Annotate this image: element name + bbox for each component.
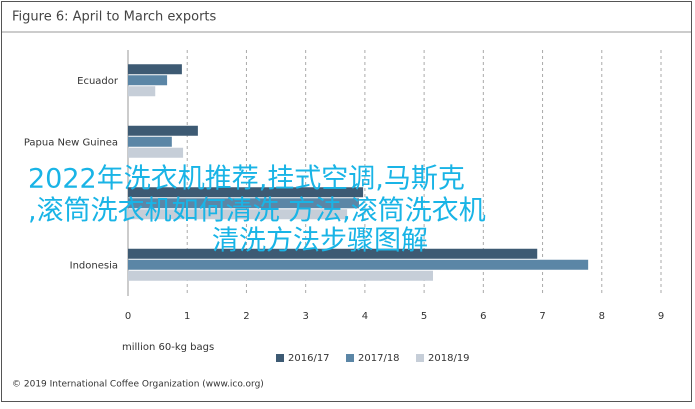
overlay-text: 2022年洗衣机推荐,挂式空调,马斯克	[28, 164, 465, 195]
x-tick-label: 5	[421, 311, 427, 322]
bar	[128, 125, 198, 136]
bar	[128, 147, 184, 158]
x-tick-label: 3	[302, 311, 308, 322]
overlay-text: 清洗方法步骤图解	[212, 226, 428, 257]
bar	[128, 259, 589, 270]
bar	[128, 270, 433, 281]
y-tick-label: Papua New Guinea	[24, 137, 118, 148]
x-tick-label: 0	[125, 311, 131, 322]
bar	[128, 187, 364, 198]
legend-swatch	[416, 354, 424, 362]
bar	[128, 198, 359, 209]
x-tick-label: 2	[243, 311, 249, 322]
bar	[128, 64, 182, 75]
x-tick-label: 1	[184, 311, 190, 322]
legend-label: 2016/17	[288, 353, 330, 364]
chart-title: Figure 6: April to March exports	[12, 10, 217, 25]
y-tick-label: Indonesia	[70, 260, 118, 271]
bar	[128, 136, 172, 147]
legend-swatch	[346, 354, 354, 362]
x-axis-label: million 60-kg bags	[122, 342, 214, 353]
y-tick-label: Ecuador	[77, 76, 119, 87]
bar	[128, 86, 156, 97]
x-tick-label: 4	[362, 311, 368, 322]
x-tick-label: 7	[539, 311, 545, 322]
x-tick-label: 9	[658, 311, 664, 322]
legend-label: 2017/18	[358, 353, 400, 364]
bar	[128, 209, 348, 220]
legend-swatch	[276, 354, 284, 362]
x-tick-label: 6	[480, 311, 486, 322]
source-note: © 2019 International Coffee Organization…	[12, 380, 264, 390]
x-tick-label: 8	[599, 311, 605, 322]
bar	[128, 75, 168, 86]
overlay-text: ,滚筒洗衣机如何清洗 方法,滚筒洗衣机	[28, 196, 486, 227]
legend-label: 2018/19	[428, 353, 470, 364]
bar	[128, 248, 538, 259]
